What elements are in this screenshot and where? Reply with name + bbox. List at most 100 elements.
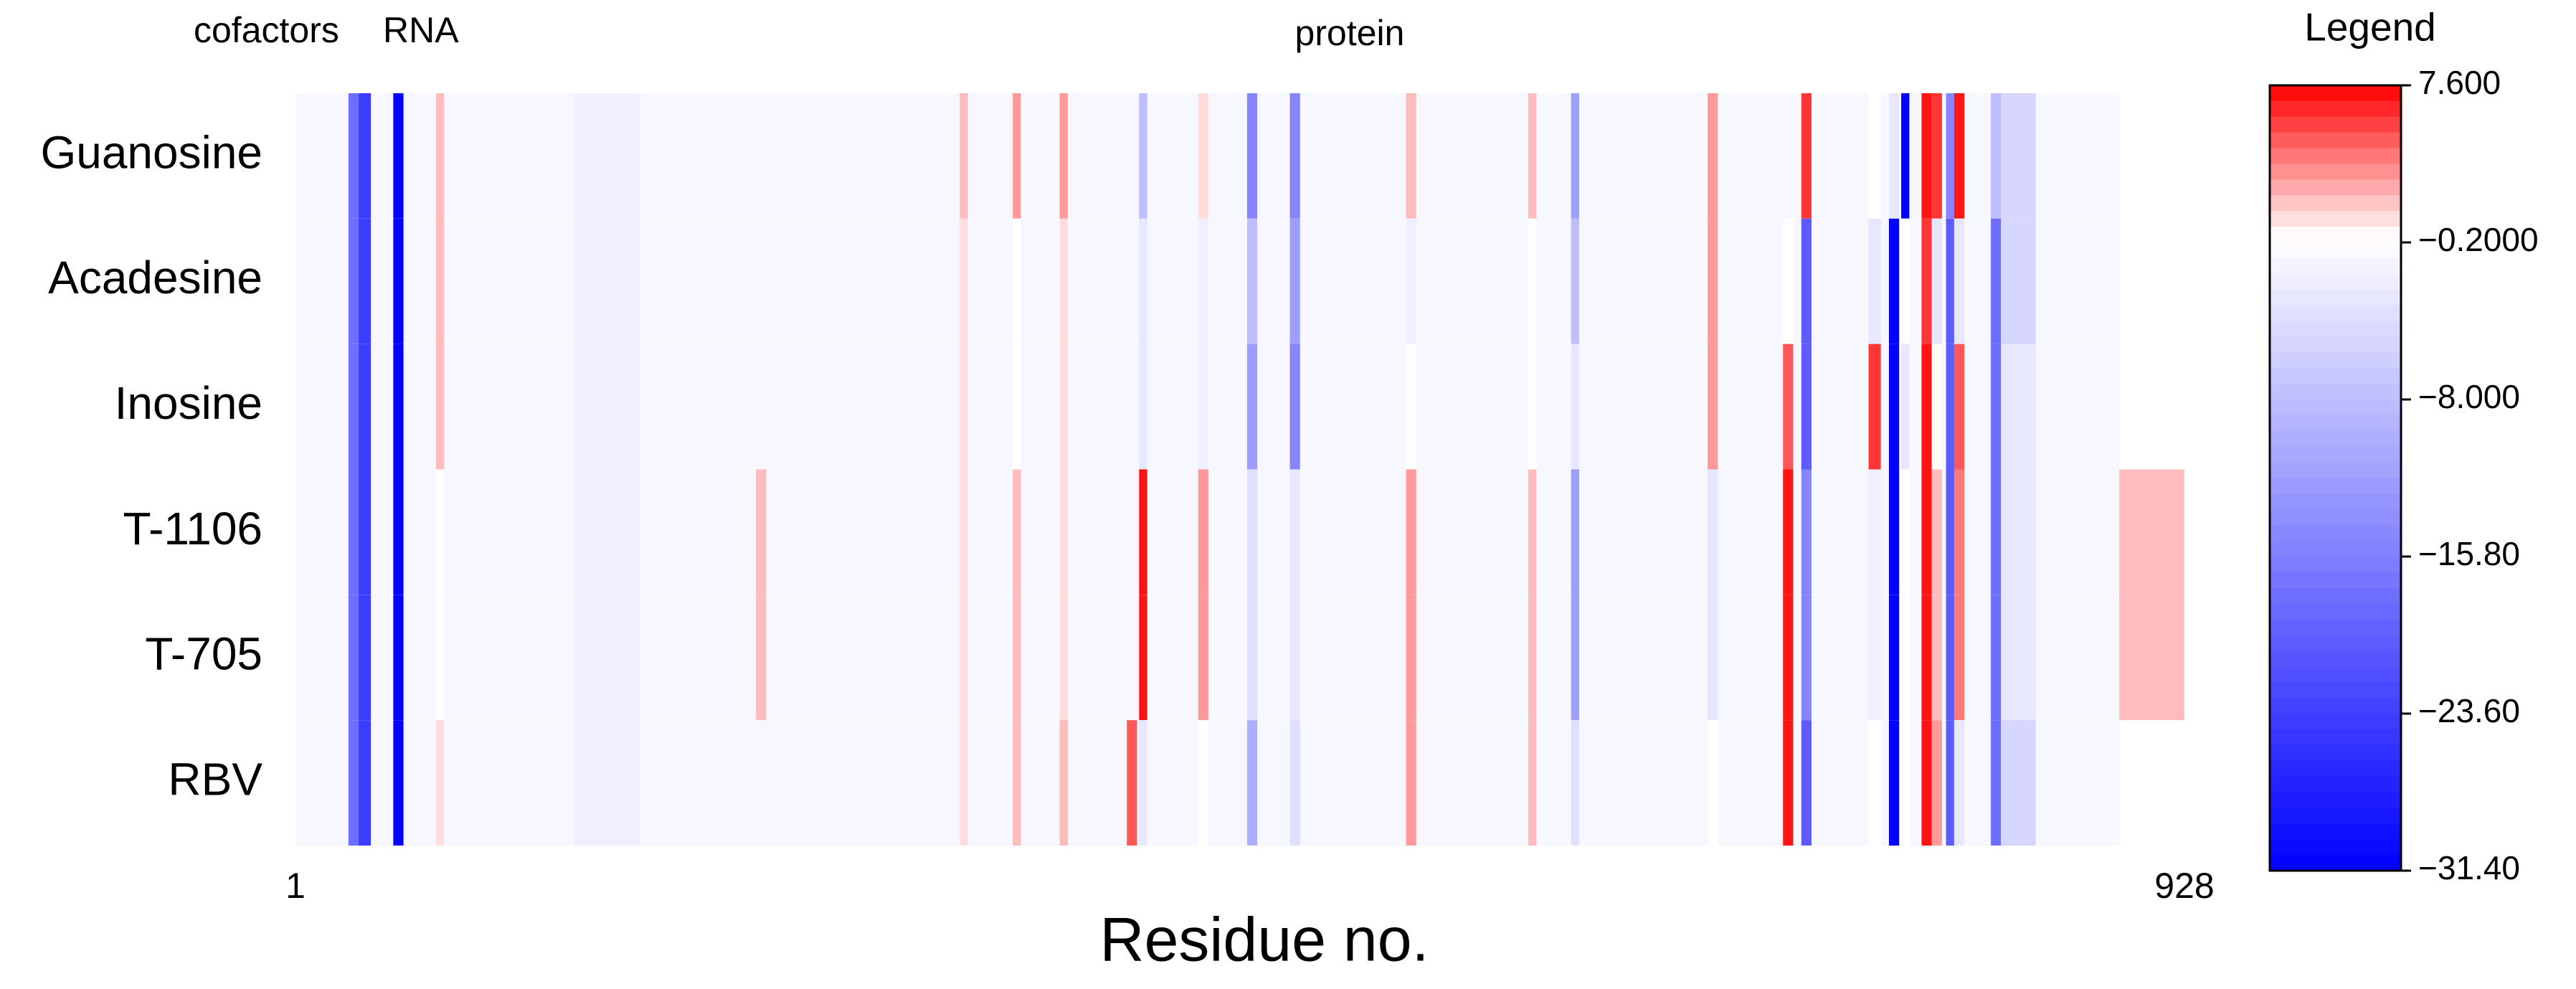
row-label: Acadesine xyxy=(48,252,262,303)
heat-cell xyxy=(1289,218,1300,344)
heat-cell xyxy=(436,469,445,595)
heat-cell xyxy=(1139,469,1147,595)
heat-cell xyxy=(1406,720,1416,846)
colorbar-step xyxy=(2270,839,2401,856)
colorbar-step xyxy=(2270,446,2401,463)
heat-cell xyxy=(1246,595,1258,721)
heat-cell xyxy=(1783,218,1794,344)
legend-title: Legend xyxy=(2304,5,2436,49)
heat-cell xyxy=(1246,720,1258,846)
colorbar-step xyxy=(2270,776,2401,792)
colorbar-step xyxy=(2270,352,2401,369)
heat-cell xyxy=(1246,93,1258,219)
heat-cell xyxy=(2001,720,2036,846)
heat-cell xyxy=(1406,595,1416,721)
heat-cell xyxy=(2119,469,2184,595)
heat-cell xyxy=(1783,595,1794,721)
heat-cell xyxy=(1198,344,1208,470)
colorbar-step xyxy=(2270,509,2401,526)
top-label: cofactors xyxy=(194,10,339,50)
heat-cell xyxy=(1059,344,1068,470)
heat-cell xyxy=(1868,720,1881,846)
colorbar-step xyxy=(2270,698,2401,714)
colorbar-step xyxy=(2270,808,2401,824)
heat-cell xyxy=(348,595,359,721)
colorbar-step xyxy=(2270,100,2401,118)
heat-cell xyxy=(1139,218,1147,344)
colorbar-frame xyxy=(2268,84,2402,872)
heat-cell xyxy=(1991,720,2002,846)
heat-cell xyxy=(1991,344,2002,470)
heat-cell xyxy=(1406,93,1416,219)
heat-cell xyxy=(1528,218,1537,344)
heat-cell xyxy=(1921,595,1932,721)
colorbar-step xyxy=(2270,384,2401,400)
colorbar-step xyxy=(2270,132,2401,149)
heat-cell xyxy=(1198,469,1208,595)
heat-cell xyxy=(1059,469,1068,595)
heat-cell xyxy=(2001,595,2036,721)
heat-cell xyxy=(1571,720,1580,846)
heat-cell xyxy=(1139,344,1147,470)
heat-cell xyxy=(1708,469,1718,595)
heat-cell xyxy=(1931,720,1942,846)
heat-cell xyxy=(359,218,371,344)
heat-cell xyxy=(1801,595,1812,721)
heat-cell xyxy=(1571,218,1580,344)
colorbar-step xyxy=(2270,493,2401,510)
heat-cell xyxy=(1801,218,1812,344)
heat-cell xyxy=(1801,93,1812,219)
colorbar-step xyxy=(2270,823,2401,840)
heat-cell xyxy=(756,218,767,344)
heat-cell xyxy=(960,595,968,721)
heat-cell xyxy=(1783,720,1794,846)
colorbar-step xyxy=(2270,289,2401,306)
heat-cell xyxy=(1931,344,1942,470)
heat-cell xyxy=(393,469,404,595)
heat-cell xyxy=(1139,720,1147,846)
heat-cell xyxy=(1289,93,1300,219)
colorbar-step xyxy=(2270,273,2401,290)
row-label: Guanosine xyxy=(40,126,262,178)
heat-cell xyxy=(1198,93,1208,219)
heat-cell xyxy=(1528,344,1537,470)
heat-cell xyxy=(1783,469,1794,595)
heat-cell xyxy=(1059,93,1068,219)
heat-cell xyxy=(1868,93,1881,219)
heat-cell xyxy=(2119,720,2184,846)
colorbar-tick-label: −0.2000 xyxy=(2418,221,2539,258)
colorbar-step xyxy=(2270,666,2401,683)
colorbar-step xyxy=(2270,557,2401,573)
colorbar-step xyxy=(2270,587,2401,605)
heat-cell xyxy=(756,469,767,595)
heat-cell xyxy=(1954,218,1965,344)
heat-cell xyxy=(1888,720,1900,846)
heat-cell xyxy=(1954,93,1965,219)
heat-cell xyxy=(1921,720,1932,846)
heat-cell xyxy=(574,720,640,846)
heat-cell xyxy=(1406,218,1416,344)
heat-cell xyxy=(1059,720,1068,846)
heat-cell xyxy=(1571,93,1580,219)
heat-cell xyxy=(1921,344,1932,470)
heat-cell xyxy=(1991,595,2002,721)
heat-cell xyxy=(1139,93,1147,219)
heat-cell xyxy=(960,218,968,344)
heat-cell xyxy=(1868,344,1881,470)
heat-cell xyxy=(1013,595,1021,721)
colorbar-step xyxy=(2270,321,2401,337)
heat-cell xyxy=(1528,469,1537,595)
heat-cell xyxy=(1954,344,1965,470)
heat-cell xyxy=(574,218,640,344)
colorbar-step xyxy=(2270,462,2401,478)
heat-cell xyxy=(393,218,404,344)
heat-cell xyxy=(1946,595,1954,721)
heat-cell xyxy=(756,344,767,470)
heat-cell xyxy=(436,344,445,470)
heat-cell xyxy=(1059,218,1068,344)
heat-cell xyxy=(2119,218,2184,344)
heat-cell xyxy=(1801,344,1812,470)
top-label: RNA xyxy=(383,10,459,50)
heat-cell xyxy=(1127,469,1137,595)
heat-cell xyxy=(1921,93,1932,219)
